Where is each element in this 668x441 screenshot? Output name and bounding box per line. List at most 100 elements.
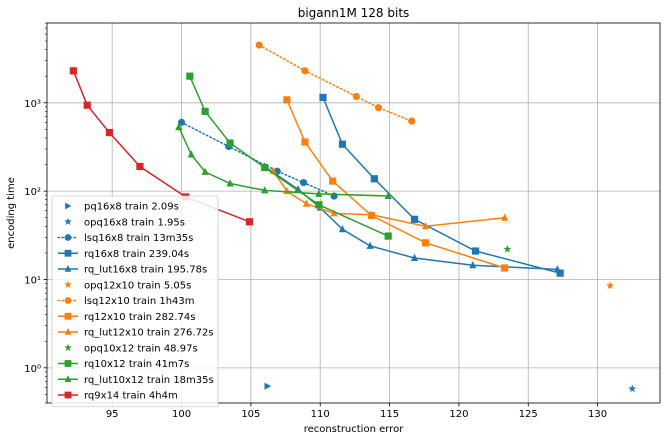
x-tick-label: 100 [172, 409, 191, 420]
series [264, 382, 272, 390]
x-tick-label: 105 [241, 409, 260, 420]
x-tick-label: 110 [311, 409, 330, 420]
legend-entry: rq_lut16x8 train 195.78s [58, 265, 207, 276]
data-point [370, 175, 378, 183]
data-point [187, 150, 195, 158]
legend-entry: rq12x10 train 282.74s [58, 312, 195, 323]
data-point [64, 297, 72, 304]
legend-label: lsq12x10 train 1h43m [84, 296, 195, 307]
data-point [64, 249, 72, 257]
legend-label: rq9x14 train 4h4m [84, 391, 178, 402]
data-point [64, 265, 72, 272]
data-point [105, 128, 114, 137]
x-tick-label: 125 [519, 409, 538, 420]
y-tick-label: 10² [24, 187, 41, 198]
data-point [384, 232, 392, 240]
series [175, 122, 392, 200]
data-point [329, 177, 337, 185]
data-point [302, 199, 310, 207]
series [628, 384, 637, 393]
legend-label: rq16x8 train 239.04s [84, 249, 189, 260]
x-tick-label: 120 [449, 409, 468, 420]
legend-label: rq_lut12x10 train 276.72s [84, 328, 214, 339]
data-point [315, 189, 323, 197]
y-axis-label: encoding time [6, 177, 17, 249]
data-point [64, 280, 72, 288]
data-point [367, 210, 376, 218]
data-point [136, 162, 144, 171]
data-point [64, 217, 72, 225]
data-point [374, 104, 383, 112]
x-axis-label: reconstruction error [304, 424, 405, 435]
data-point [64, 343, 72, 351]
series [503, 245, 512, 253]
data-point [503, 245, 512, 253]
data-point [553, 265, 561, 273]
legend-label: pq16x8 train 2.09s [84, 202, 179, 213]
series [186, 72, 392, 240]
series-line [286, 99, 505, 269]
series-line [258, 44, 413, 122]
data-point [338, 140, 347, 148]
data-point [366, 241, 374, 249]
legend-entry: rq10x12 train 41m7s [58, 359, 189, 370]
data-point [315, 201, 323, 209]
data-point [186, 72, 194, 80]
y-tick-label: 10¹ [24, 275, 41, 286]
data-point [471, 247, 480, 255]
legend-box [51, 195, 219, 408]
data-point [294, 185, 302, 193]
series [319, 93, 564, 277]
data-point [201, 167, 209, 175]
data-point [556, 269, 564, 277]
y-tick-label: 10³ [24, 99, 41, 110]
data-point [64, 328, 72, 335]
data-point [301, 138, 309, 146]
legend-entry: rq16x8 train 239.04s [58, 249, 189, 260]
plot-series [69, 41, 637, 393]
data-point [226, 179, 234, 187]
data-point [410, 253, 419, 262]
data-point [410, 215, 419, 223]
data-point [422, 222, 430, 230]
series [606, 281, 615, 290]
legend-label: opq12x10 train 5.05s [84, 280, 191, 291]
data-point [261, 163, 269, 172]
data-point [64, 360, 72, 367]
data-point [261, 186, 269, 194]
legend-label: lsq16x8 train 13m35s [84, 233, 193, 244]
data-point [606, 281, 615, 290]
data-point [69, 67, 77, 75]
x-axis: 95 100 105 110 115 120 125 130 [106, 403, 607, 420]
series [255, 41, 416, 125]
legend-entry: opq10x12 train 48.97s [64, 343, 198, 354]
data-point [264, 382, 272, 390]
series-line [189, 75, 389, 237]
x-tick-label: 95 [106, 409, 119, 420]
legend-entry: lsq12x10 train 1h43m [57, 296, 195, 307]
data-point [64, 312, 72, 320]
series [283, 96, 509, 272]
legend-entry: rq_lut12x10 train 276.72s [58, 328, 214, 339]
data-point [301, 67, 309, 75]
legend-label: rq10x12 train 41m7s [84, 359, 189, 370]
data-point [283, 96, 291, 104]
data-point [352, 92, 360, 101]
x-tick-label: 130 [588, 409, 607, 420]
data-point [338, 225, 347, 233]
data-point [83, 101, 91, 109]
data-point [255, 41, 263, 49]
legend: pq16x8 train 2.09s opq16x8 train 1.95s lsq… [51, 195, 219, 408]
data-point [175, 122, 183, 131]
data-point [408, 117, 416, 125]
legend-label: opq10x12 train 48.97s [84, 343, 198, 354]
data-point [64, 391, 72, 399]
data-point [628, 384, 637, 393]
data-point [384, 191, 392, 200]
data-point [501, 264, 509, 272]
chart-title: bigann1M 128 bits [298, 6, 410, 20]
legend-label: opq16x8 train 1.95s [84, 217, 185, 228]
series-line [180, 121, 335, 197]
data-point [177, 118, 186, 126]
plot-frame [46, 22, 661, 404]
